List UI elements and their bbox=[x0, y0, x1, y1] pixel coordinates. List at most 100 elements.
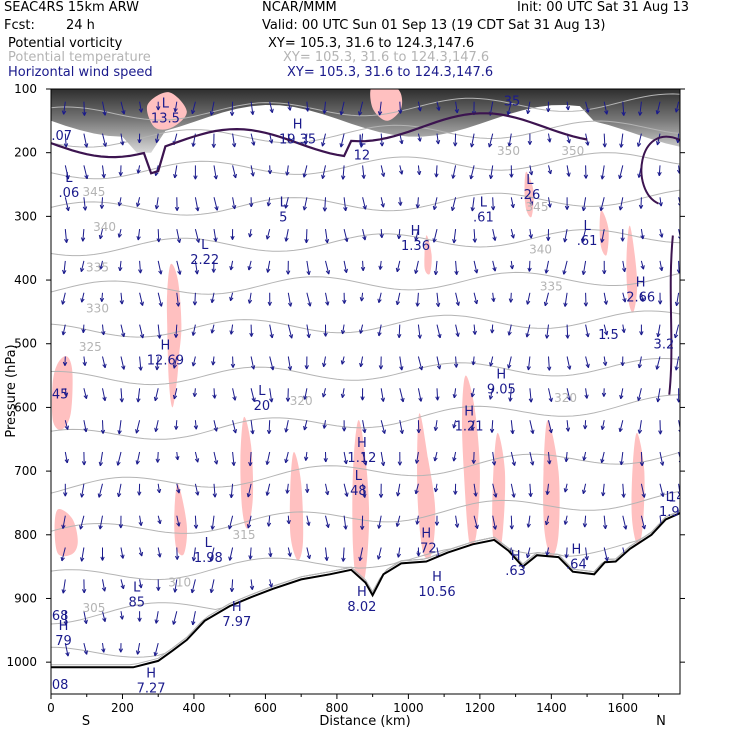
wind-vector bbox=[601, 451, 605, 463]
wind-arrowhead bbox=[618, 174, 623, 180]
x-tick-label: 0 bbox=[47, 701, 55, 715]
wind-arrowhead bbox=[417, 107, 422, 112]
wind-vector bbox=[603, 101, 608, 115]
wind-vector bbox=[305, 133, 308, 145]
wind-arrowhead bbox=[306, 270, 311, 276]
extremum-type: H bbox=[511, 549, 521, 564]
x-tick-label: 1000 bbox=[393, 701, 424, 715]
wind-arrowhead bbox=[489, 362, 494, 367]
wind-arrowhead bbox=[455, 301, 460, 306]
wind-vector bbox=[526, 324, 531, 338]
wind-arrowhead bbox=[340, 393, 346, 398]
extremum-value: 13.5 bbox=[151, 112, 180, 127]
wind-arrowhead bbox=[99, 265, 104, 270]
wind-arrowhead bbox=[157, 553, 162, 558]
wind-arrowhead bbox=[287, 106, 292, 111]
wind-arrowhead bbox=[378, 365, 384, 370]
wind-arrowhead bbox=[212, 394, 217, 399]
wind-arrowhead bbox=[80, 237, 86, 242]
wind-vector bbox=[64, 420, 69, 430]
theta-labels: 305 310 315 320 320 325 330 335 335 340 340 345 345 3… bbox=[79, 144, 584, 615]
wind-vector bbox=[603, 324, 608, 336]
wind-arrowhead bbox=[527, 140, 533, 145]
wind-arrowhead bbox=[102, 617, 107, 623]
wind-arrowhead bbox=[418, 365, 424, 371]
wind-vector bbox=[192, 611, 196, 625]
wind-arrowhead bbox=[396, 492, 401, 497]
wind-vector bbox=[622, 515, 627, 530]
wind-vector bbox=[250, 133, 255, 146]
wind-vector bbox=[601, 165, 605, 180]
extremum-type: L bbox=[583, 219, 591, 234]
wind-arrowhead bbox=[98, 234, 104, 240]
wind-arrowhead bbox=[377, 331, 382, 337]
wind-arrowhead bbox=[567, 365, 572, 370]
wind-vector bbox=[102, 611, 106, 622]
wind-vector bbox=[415, 228, 419, 241]
wind-vector bbox=[379, 260, 382, 270]
wind-vector bbox=[585, 101, 589, 113]
wind-arrowhead bbox=[656, 140, 661, 146]
wind-arrowhead bbox=[414, 236, 419, 242]
wind-vector bbox=[192, 356, 196, 367]
wind-arrowhead bbox=[191, 620, 196, 626]
wind-vector bbox=[99, 515, 103, 530]
center-title: NCAR/MMM bbox=[262, 0, 337, 15]
y-tick-label: 900 bbox=[14, 591, 37, 605]
wind-arrowhead bbox=[433, 426, 439, 431]
wind-arrowhead bbox=[378, 493, 384, 498]
wind-arrowhead bbox=[65, 206, 70, 212]
wind-vector bbox=[120, 133, 124, 146]
wind-arrowhead bbox=[137, 139, 142, 144]
pv-blob bbox=[54, 509, 78, 557]
wind-arrowhead bbox=[138, 366, 143, 371]
wind-vector bbox=[620, 388, 624, 399]
wind-vector bbox=[137, 165, 141, 174]
wind-vector bbox=[63, 101, 66, 115]
wind-vector bbox=[510, 292, 512, 303]
wind-vector bbox=[397, 547, 401, 558]
wind-arrowhead bbox=[379, 233, 384, 239]
wind-vector bbox=[492, 515, 496, 530]
wind-vector bbox=[380, 388, 384, 402]
wind-vector bbox=[211, 515, 215, 530]
wind-vector bbox=[380, 451, 385, 466]
wind-arrowhead bbox=[600, 175, 605, 180]
wind-vector bbox=[212, 356, 215, 366]
wind-arrowhead bbox=[544, 520, 550, 526]
wind-vector bbox=[287, 356, 291, 371]
wind-arrowhead bbox=[138, 584, 143, 589]
wind-arrowhead bbox=[564, 457, 569, 463]
wind-vector bbox=[510, 451, 516, 466]
wind-vector bbox=[98, 483, 103, 498]
wind-vector bbox=[173, 356, 178, 369]
wind-vector bbox=[250, 579, 253, 590]
wind-arrowhead bbox=[452, 239, 457, 244]
wind-vector bbox=[137, 388, 141, 403]
wind-arrowhead bbox=[490, 206, 496, 211]
wind-arrowhead bbox=[474, 524, 479, 530]
wind-arrowhead bbox=[584, 556, 589, 561]
extremum-value: 2.22 bbox=[190, 253, 219, 268]
wind-arrowhead bbox=[435, 396, 440, 401]
wind-vector bbox=[248, 260, 252, 271]
wind-vector bbox=[232, 420, 237, 434]
wind-arrowhead bbox=[64, 458, 69, 464]
wind-vector bbox=[417, 165, 420, 175]
wind-vector bbox=[303, 420, 308, 431]
wind-arrowhead bbox=[284, 204, 289, 209]
theta-label: 310 bbox=[168, 576, 191, 590]
wind-vector bbox=[62, 515, 66, 529]
wind-arrowhead bbox=[246, 492, 251, 498]
wind-vector bbox=[526, 547, 531, 558]
wind-vector bbox=[213, 197, 218, 211]
wind-arrowhead bbox=[488, 143, 493, 148]
wind-arrowhead bbox=[83, 650, 88, 655]
wind-vector bbox=[269, 356, 274, 371]
wind-arrowhead bbox=[452, 424, 457, 429]
wind-arrowhead bbox=[153, 651, 158, 657]
wind-arrowhead bbox=[358, 556, 363, 562]
wind-arrowhead bbox=[620, 361, 625, 367]
wind-arrowhead bbox=[528, 492, 533, 497]
wind-vector bbox=[287, 324, 293, 339]
